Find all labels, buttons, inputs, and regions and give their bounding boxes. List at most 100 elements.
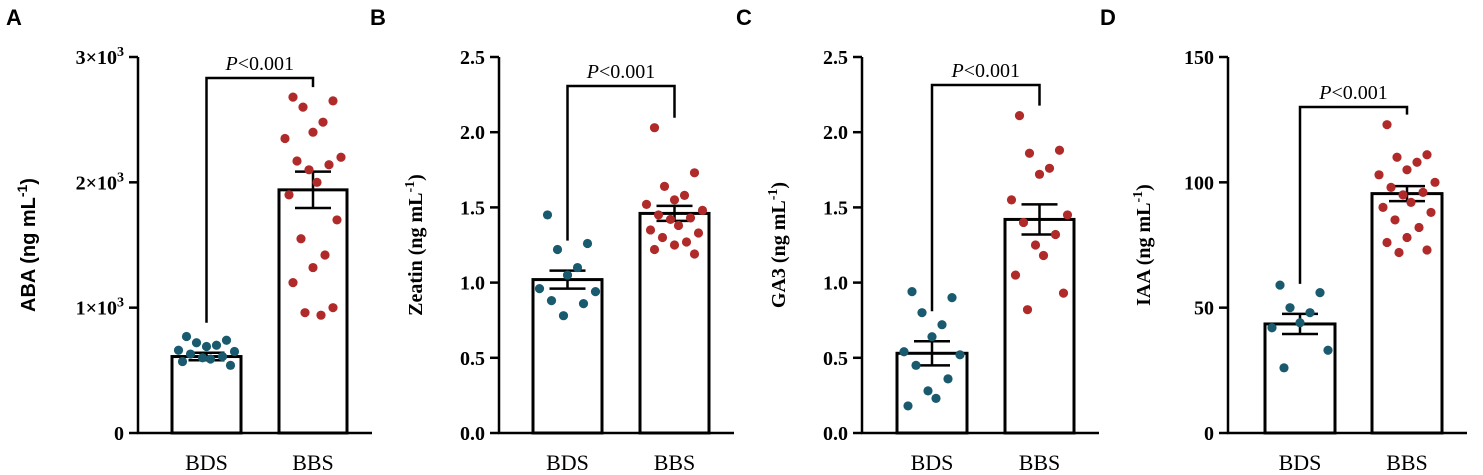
y-axis-label-tail: ) [768,182,790,189]
data-point [205,354,216,364]
data-point [1024,148,1035,158]
y-axis-label-text: Zeatin (ng mL [405,193,427,316]
data-point [288,92,298,102]
data-point [296,234,306,244]
data-point [173,345,184,355]
data-point [665,214,676,225]
data-point [1279,363,1289,373]
y-tick-label: 2.0 [823,122,848,144]
data-point [1050,229,1061,240]
data-point [308,127,318,137]
y-tick-label: 150 [1184,47,1214,69]
p-value-label: P<0.001 [1318,82,1388,104]
panel-a: A ABA (ng mL-1) 0 1×103 2×103 3×103 BDS BBS P<0.… [6,5,372,475]
panel-c: C GA3 (ng mL-1) 0.0 0.5 1.0 1.5 2.0 2.5 BDS BBS P<… [736,5,1099,475]
data-point [324,160,334,170]
data-point [1394,247,1404,258]
y-tick-label: 1×103 [76,296,124,320]
data-point [181,331,192,342]
y-axis-label-tail: ) [405,174,427,181]
data-point [185,349,196,359]
data-point [1402,165,1412,175]
category-label: BBS [292,450,334,475]
y-tick-label: 1.5 [823,197,848,219]
data-point [1006,195,1017,205]
y-tick-label: 1.5 [460,197,485,219]
bar-bbs [1003,217,1076,435]
data-point [1054,145,1065,155]
y-axis-label-tail: ) [1133,184,1155,191]
data-point [911,360,921,370]
data-point [681,237,692,247]
data-point [685,213,696,223]
category-label: BDS [911,450,954,475]
y-axis-label-sup: -1 [1131,191,1146,203]
data-point [899,347,909,357]
panel-b: B Zeatin (ng mL-1) 0.0 0.5 1.0 1.5 2.0 2.5 BDS BB… [370,5,734,475]
data-point [1418,187,1428,197]
data-point [300,308,310,318]
y-tick-label: 2.0 [460,122,485,144]
data-point [1315,288,1325,298]
data-point [1275,280,1285,290]
data-point [693,228,704,238]
data-point [657,232,668,243]
data-point [221,335,232,345]
data-point [534,284,545,294]
category-label: BDS [185,450,228,475]
bar-bbs [277,188,349,435]
data-point [191,338,202,348]
data-point [546,296,557,306]
data-point [1398,190,1408,200]
data-point [1390,215,1400,225]
data-point [328,96,338,106]
data-point [312,177,322,187]
data-point [943,374,953,384]
data-point [1402,232,1412,243]
data-point [1323,345,1333,355]
data-point [673,220,684,231]
data-point [284,190,294,200]
data-point [1018,217,1029,228]
data-point [582,238,593,249]
significance-bracket [1298,105,1409,284]
y-axis-label: IAA (ng mL-1) [1131,184,1155,306]
data-point [697,205,708,216]
data-point [659,181,670,191]
data-point [332,215,342,225]
data-point [552,244,563,255]
significance-bracket [566,84,676,241]
data-point [316,310,326,320]
data-point [1267,323,1277,333]
data-point [1422,150,1432,160]
y-tick-label: 100 [1184,172,1214,194]
data-point [669,240,680,250]
data-point [1382,120,1392,130]
y-tick-label: 0.0 [460,423,485,445]
data-point [1062,210,1073,220]
data-point [304,165,314,175]
data-point [937,320,947,330]
data-point [1022,305,1033,315]
y-tick-label: 0.0 [823,423,848,445]
y-tick-label: 1.0 [823,273,848,295]
data-point [292,156,302,166]
data-point [1295,318,1305,328]
data-point [280,133,290,144]
y-tick-label: 0.5 [823,348,848,370]
category-label: BDS [1279,450,1322,475]
data-point [201,341,212,352]
panel-letter: D [1100,5,1116,30]
panel-letter: A [6,5,22,30]
data-point [1374,170,1384,180]
y-tick-label: 2.5 [460,47,485,69]
data-point [649,244,660,255]
data-point [308,262,318,273]
y-axis-label-tail: ) [18,178,40,185]
data-point [320,250,330,260]
panel-d: D IAA (ng mL-1) 0 50 100 150 BDS BBS P<0.001 [1100,5,1467,475]
data-point [903,401,913,411]
data-point [1382,237,1392,248]
y-axis-label-sup: -1 [766,189,781,201]
